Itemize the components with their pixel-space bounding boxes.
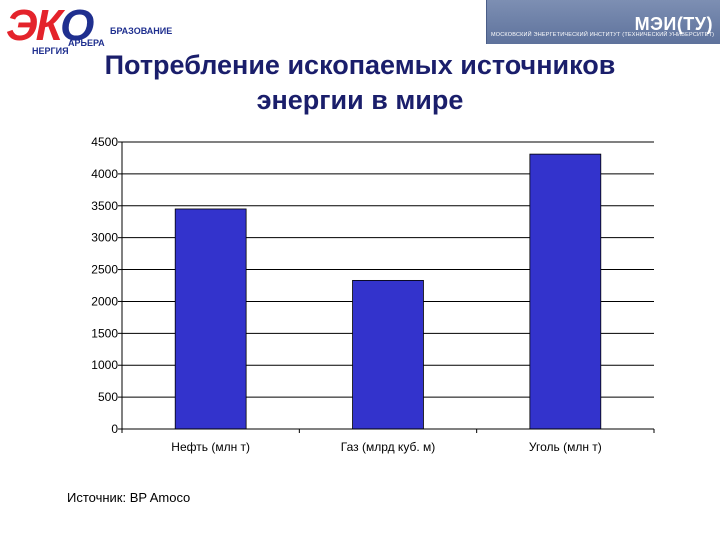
x-axis-labels: Нефть (млн т) Газ (млрд куб. м) Уголь (млн… (171, 440, 601, 454)
logo-line-1: БРАЗОВАНИЕ (110, 26, 173, 36)
y-axis-ticks: 0 500 1000 1500 2000 2500 3000 3500 4000 4500 (91, 135, 122, 436)
banner-subtitle: МОСКОВСКИЙ ЭНЕРГЕТИЧЕСКИЙ ИНСТИТУТ (ТЕХН… (491, 32, 715, 38)
y-tick-label: 2500 (91, 263, 118, 277)
y-tick-label: 3000 (91, 231, 118, 245)
y-tick-label: 2000 (91, 294, 118, 308)
source-note: Источник: BP Amoco (67, 490, 191, 505)
title-line-1: Потребление ископаемых источников (104, 50, 616, 80)
y-tick-label: 1500 (91, 326, 118, 340)
logo: ЭКО БРАЗОВАНИЕ АРЬЕРА НЕРГИЯ (6, 2, 176, 60)
bar (352, 279, 424, 430)
title-line-2: энергии в мире (256, 85, 464, 115)
logo-line-2: АРЬЕРА (68, 38, 105, 48)
y-tick-label: 4000 (91, 167, 118, 181)
logo-line-3: НЕРГИЯ (32, 46, 69, 56)
logo-letter-k: К (35, 1, 63, 50)
axes (121, 142, 655, 433)
bars (174, 153, 602, 430)
y-tick-label: 4500 (91, 135, 118, 149)
x-tick-label: Нефть (млн т) (171, 440, 250, 454)
bar (529, 153, 602, 430)
institution-banner: МЭИ(ТУ) МОСКОВСКИЙ ЭНЕРГЕТИЧЕСКИЙ ИНСТИТ… (486, 0, 720, 44)
logo-mark: ЭКО (6, 1, 94, 50)
y-tick-label: 500 (98, 390, 118, 404)
x-tick-label: Газ (млрд куб. м) (341, 440, 436, 454)
logo-letter-o: О (60, 1, 94, 50)
y-tick-label: 3500 (91, 199, 118, 213)
bar (174, 208, 247, 430)
x-tick-label: Уголь (млн т) (529, 440, 602, 454)
y-tick-label: 0 (111, 422, 118, 436)
y-tick-label: 1000 (91, 358, 118, 372)
slide-title: Потребление ископаемых источников энерги… (0, 48, 720, 118)
logo-letter-e: Э (6, 1, 38, 50)
banner-abbreviation: МЭИ(ТУ) (634, 14, 713, 34)
